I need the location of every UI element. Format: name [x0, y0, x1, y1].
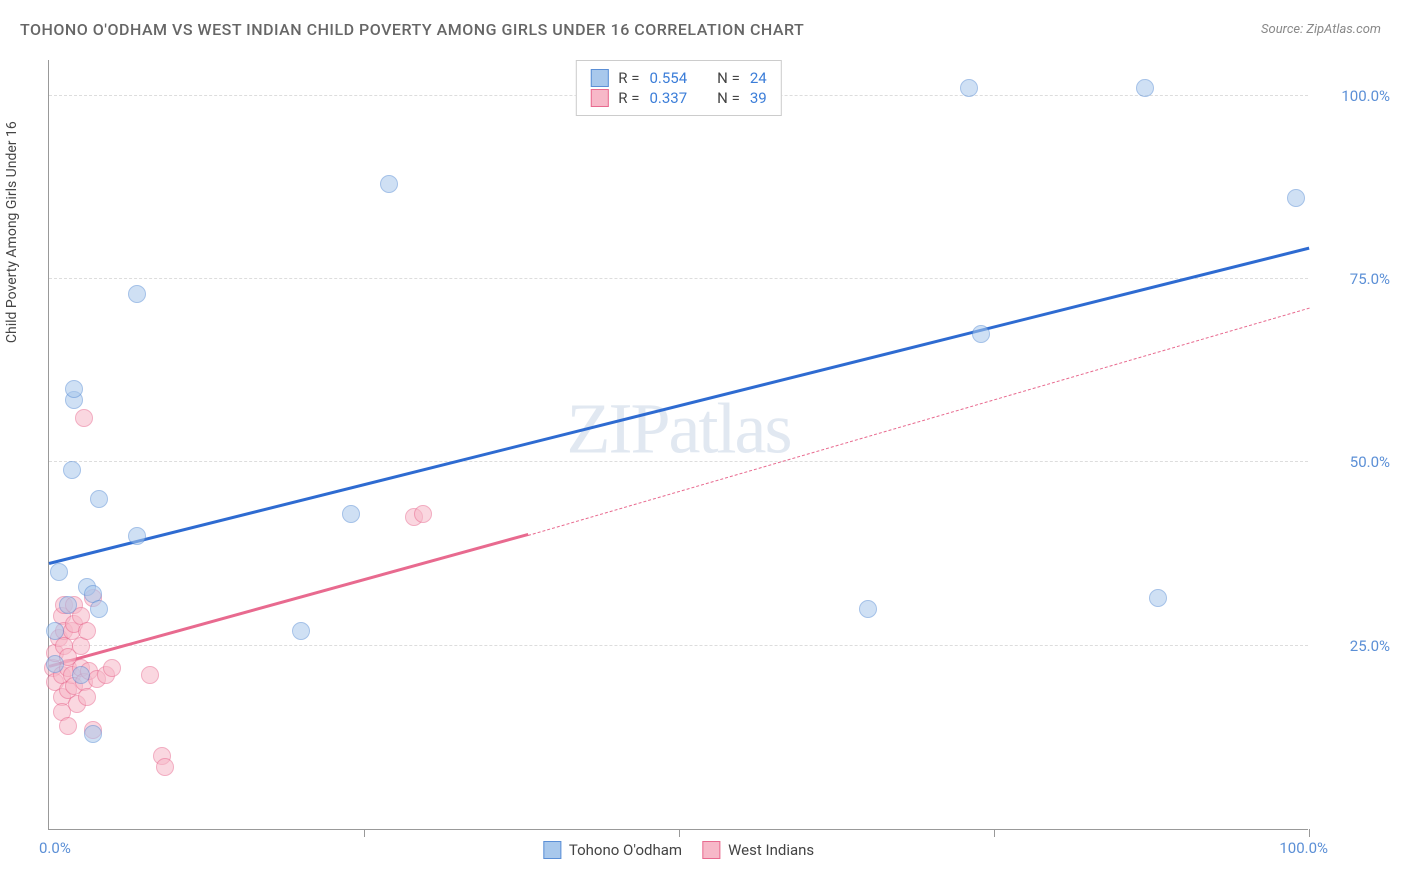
legend-swatch-series-1: [543, 841, 561, 859]
r-label: R =: [618, 89, 639, 107]
data-point: [78, 688, 96, 706]
legend-row-series-2: R = 0.337 N = 39: [590, 89, 766, 107]
y-axis-label: Child Poverty Among Girls Under 16: [4, 121, 20, 343]
n-value-series-2: 39: [750, 89, 767, 107]
gridline: [49, 461, 1308, 462]
data-point: [59, 717, 77, 735]
legend-swatch-series-1: [590, 69, 608, 87]
data-point: [960, 79, 978, 97]
r-value-series-2: 0.337: [649, 89, 687, 107]
data-point: [103, 659, 121, 677]
trend-line: [528, 307, 1309, 535]
legend-swatch-series-2: [702, 841, 720, 859]
y-tick-label: 50.0%: [1320, 453, 1390, 471]
y-tick-label: 25.0%: [1320, 637, 1390, 655]
data-point: [141, 666, 159, 684]
r-label: R =: [618, 69, 639, 87]
data-point: [292, 622, 310, 640]
data-point: [128, 285, 146, 303]
legend-item-series-2: West Indians: [702, 841, 814, 859]
data-point: [380, 175, 398, 193]
data-point: [342, 505, 360, 523]
x-tick: [679, 829, 680, 837]
data-point: [59, 596, 77, 614]
r-value-series-1: 0.554: [649, 69, 687, 87]
n-value-series-1: 24: [750, 69, 767, 87]
data-point: [1287, 189, 1305, 207]
legend-correlation: R = 0.554 N = 24 R = 0.337 N = 39: [575, 60, 781, 116]
data-point: [972, 325, 990, 343]
data-point: [1136, 79, 1154, 97]
data-point: [1149, 589, 1167, 607]
data-point: [75, 409, 93, 427]
gridline: [49, 278, 1308, 279]
x-tick: [1309, 829, 1310, 837]
data-point: [156, 758, 174, 776]
data-point: [65, 380, 83, 398]
x-axis-max-label: 100.0%: [1279, 839, 1328, 857]
y-tick-label: 100.0%: [1320, 87, 1390, 105]
chart-container: TOHONO O'ODHAM VS WEST INDIAN CHILD POVE…: [0, 0, 1406, 892]
trend-line: [49, 533, 528, 667]
data-point: [63, 461, 81, 479]
data-point: [859, 600, 877, 618]
legend-series: Tohono O'odham West Indians: [543, 841, 814, 859]
legend-row-series-1: R = 0.554 N = 24: [590, 69, 766, 87]
y-tick-label: 75.0%: [1320, 270, 1390, 288]
data-point: [46, 655, 64, 673]
legend-swatch-series-2: [590, 89, 608, 107]
data-point: [90, 490, 108, 508]
x-tick: [994, 829, 995, 837]
x-tick: [364, 829, 365, 837]
data-point: [84, 725, 102, 743]
watermark: ZIPatlas: [567, 388, 791, 471]
data-point: [46, 622, 64, 640]
gridline: [49, 645, 1308, 646]
chart-title: TOHONO O'ODHAM VS WEST INDIAN CHILD POVE…: [20, 20, 804, 39]
data-point: [90, 600, 108, 618]
plot-area: ZIPatlas R = 0.554 N = 24 R = 0.337 N = …: [48, 60, 1308, 830]
n-label: N =: [717, 69, 740, 87]
data-point: [414, 505, 432, 523]
legend-item-series-1: Tohono O'odham: [543, 841, 682, 859]
x-axis-min-label: 0.0%: [39, 839, 71, 857]
data-point: [72, 666, 90, 684]
legend-label-series-2: West Indians: [728, 841, 814, 859]
n-label: N =: [717, 89, 740, 107]
data-point: [128, 527, 146, 545]
data-point: [50, 563, 68, 581]
source-attribution: Source: ZipAtlas.com: [1261, 22, 1381, 37]
watermark-thin: atlas: [669, 389, 791, 469]
data-point: [78, 622, 96, 640]
legend-label-series-1: Tohono O'odham: [569, 841, 682, 859]
trend-line: [49, 247, 1310, 565]
